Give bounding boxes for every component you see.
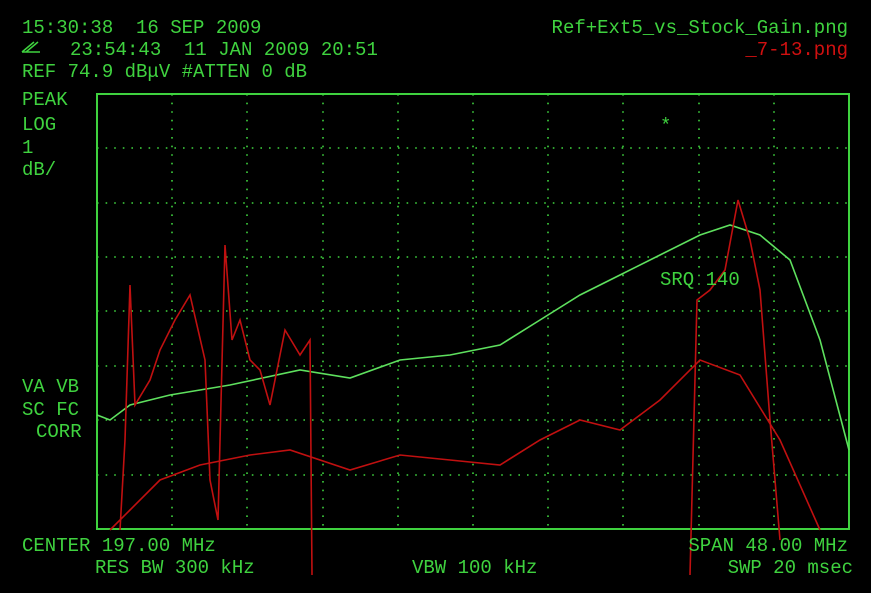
- clock: 15:30:38 16 SEP 2009: [22, 17, 261, 39]
- status-3: CORR: [36, 421, 82, 443]
- span: SPAN 48.00 MHz: [688, 535, 848, 557]
- marker: *: [660, 115, 671, 137]
- srq: SRQ 140: [660, 269, 740, 291]
- icon: [21, 41, 40, 53]
- trace-green: [96, 224, 850, 451]
- scale-unit: dB/: [22, 159, 56, 181]
- graticule: [97, 94, 849, 529]
- center-freq: CENTER 197.00 MHz: [22, 535, 216, 557]
- trace-red-spiky-left: [119, 244, 313, 576]
- scale-value: 1: [22, 137, 33, 159]
- ref-level: REF 74.9 dBμV #ATTEN 0 dB: [22, 61, 307, 83]
- sweep: SWP 20 msec: [728, 557, 853, 579]
- timestamp: 23:54:43 11 JAN 2009 20:51: [70, 39, 378, 61]
- trace-red-spiky-right: [689, 199, 781, 576]
- legend-file-2: _7-13.png: [744, 39, 848, 61]
- status-1: VA VB: [22, 376, 79, 398]
- status-2: SC FC: [22, 399, 79, 421]
- legend-file-1: Ref+Ext5_vs_Stock_Gain.png: [552, 17, 848, 39]
- detector: PEAK: [22, 89, 68, 111]
- scale: LOG: [22, 114, 56, 136]
- rbw: RES BW 300 kHz: [95, 557, 255, 579]
- trace-red-lower: [109, 359, 821, 531]
- vbw: VBW 100 kHz: [412, 557, 537, 579]
